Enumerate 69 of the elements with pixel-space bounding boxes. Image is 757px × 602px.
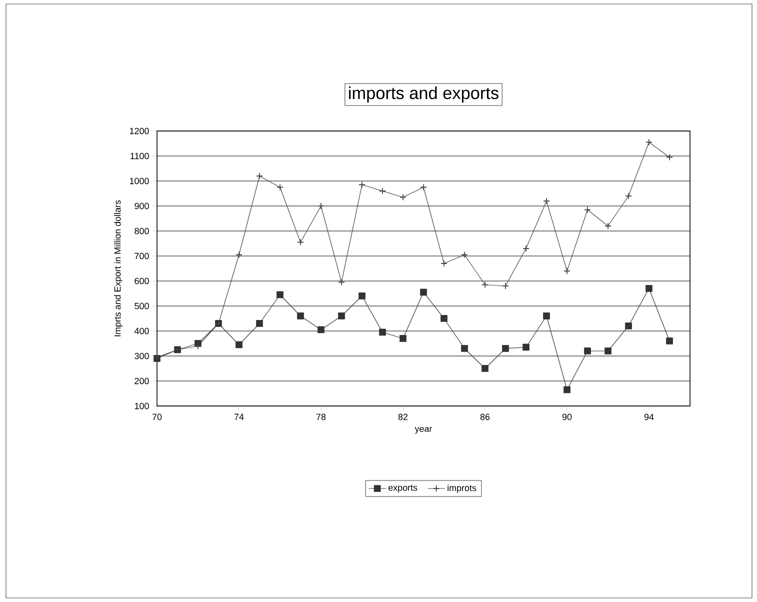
point (584, 206, 591, 214)
point (482, 365, 488, 372)
point (666, 154, 673, 161)
x-tick-label: 74 (234, 414, 244, 420)
y-axis-title: Imprts and Export in Million dollars (114, 200, 122, 336)
point (297, 312, 304, 320)
y-tick-label: 800 (134, 228, 149, 234)
legend-label: improts (448, 484, 476, 493)
point (604, 222, 612, 230)
point (400, 335, 406, 342)
x-axis-title: year (414, 426, 432, 434)
point (236, 341, 242, 348)
point (276, 291, 284, 298)
y-tick-label: 1100 (130, 152, 149, 160)
point (625, 322, 632, 330)
x-tick-label: 78 (316, 414, 326, 420)
point (646, 138, 652, 146)
chart-title: imports and exports (349, 86, 498, 103)
point (379, 328, 386, 336)
point (625, 192, 632, 200)
point (522, 245, 530, 252)
legend-label: exports (388, 484, 418, 493)
y-tick-label: 100 (134, 402, 149, 410)
x-tick-label: 94 (644, 414, 654, 420)
point (256, 320, 263, 327)
point (297, 238, 304, 246)
point (666, 338, 673, 344)
point (502, 345, 509, 352)
point (646, 285, 652, 292)
point (256, 172, 263, 180)
point (338, 312, 345, 320)
x-tick-label: 70 (152, 414, 162, 420)
point (440, 315, 448, 322)
point (276, 184, 284, 191)
point (420, 288, 427, 296)
point (338, 278, 345, 286)
x-tick-label: 86 (480, 414, 490, 420)
point (584, 348, 591, 354)
point (236, 251, 242, 258)
point (522, 344, 530, 351)
y-tick-label: 700 (134, 252, 149, 260)
y-tick-label: 300 (134, 352, 149, 360)
y-tick-label: 900 (134, 202, 149, 210)
point (358, 292, 366, 300)
point (604, 348, 612, 354)
point (502, 282, 509, 290)
y-tick-label: 1000 (130, 178, 149, 184)
point (358, 181, 366, 188)
point (318, 326, 324, 334)
point (461, 251, 468, 258)
x-tick-label: 90 (562, 414, 572, 420)
point (482, 281, 488, 288)
point (379, 188, 386, 194)
y-tick-label: 600 (134, 278, 149, 284)
x-tick-label: 82 (398, 414, 408, 420)
point (420, 184, 427, 191)
point (543, 198, 550, 204)
point (564, 268, 570, 274)
point (543, 312, 550, 320)
y-tick-label: 1200 (130, 128, 149, 134)
y-tick-label: 400 (134, 328, 149, 334)
point (318, 202, 324, 210)
point (400, 194, 406, 201)
y-tick-label: 200 (134, 378, 149, 384)
point (194, 342, 202, 350)
point (461, 345, 468, 352)
y-tick-label: 500 (134, 302, 149, 310)
point (440, 260, 448, 267)
point (564, 386, 570, 394)
